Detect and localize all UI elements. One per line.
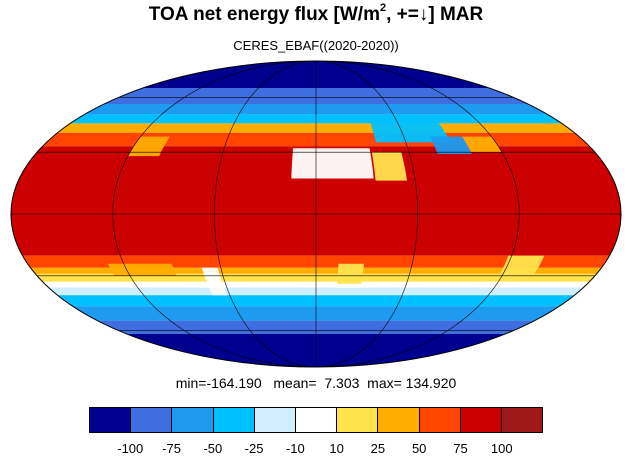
colorbar-box bbox=[378, 408, 420, 432]
colorbar-box bbox=[419, 408, 461, 432]
longitude-line bbox=[214, 61, 317, 367]
longitude-line bbox=[315, 61, 520, 367]
colorbar-label: 25 bbox=[370, 441, 386, 456]
colorbar-label: -100 bbox=[117, 441, 144, 456]
region-australia-desert bbox=[498, 255, 545, 276]
colorbar-label: 100 bbox=[490, 441, 513, 456]
longitude-line bbox=[112, 61, 317, 367]
colorbar-labels: -100 -75 -50 -25 -10 10 25 50 75 100 bbox=[89, 441, 543, 457]
region-himalaya-north bbox=[462, 136, 502, 153]
colorbar bbox=[89, 407, 543, 433]
colorbar-label: -50 bbox=[203, 441, 223, 456]
stats-line: min=-164.190 mean= 7.303 max= 134.920 bbox=[175, 375, 457, 391]
colorbar-box bbox=[213, 408, 255, 432]
colorbar-box bbox=[295, 408, 338, 432]
graticule bbox=[11, 61, 621, 367]
region-southern-africa bbox=[337, 263, 365, 284]
region-sahara bbox=[291, 148, 374, 179]
colorbar-box bbox=[90, 408, 132, 432]
region-north-america-west bbox=[127, 136, 170, 157]
region-tibet bbox=[429, 136, 472, 155]
region-arabia bbox=[371, 152, 407, 181]
longitude-line bbox=[315, 61, 418, 367]
colorbar-label: 75 bbox=[453, 441, 468, 456]
map-field bbox=[11, 61, 621, 367]
map-outline bbox=[10, 60, 622, 368]
colorbar-box bbox=[337, 408, 379, 432]
colorbar-box bbox=[501, 408, 543, 432]
region-east-pacific-south bbox=[107, 263, 177, 276]
colorbar-label: 10 bbox=[329, 441, 344, 456]
colorbar-label: 50 bbox=[411, 441, 427, 456]
colorbar-box bbox=[254, 408, 296, 432]
colorbar-label: -10 bbox=[285, 441, 305, 456]
colorbar-box bbox=[460, 408, 502, 432]
chart-subtitle: CERES_EBAF((2020-2020)) bbox=[233, 38, 399, 53]
chart-title: TOA net energy flux [W/m2, +=↓] MAR bbox=[148, 2, 484, 25]
colorbar-label: -75 bbox=[162, 441, 181, 456]
colorbar-label: -25 bbox=[244, 441, 264, 456]
region-central-asia bbox=[368, 117, 451, 143]
region-south-america-desert bbox=[201, 267, 227, 296]
colorbar-box bbox=[172, 408, 214, 432]
colorbar-box bbox=[131, 408, 173, 432]
